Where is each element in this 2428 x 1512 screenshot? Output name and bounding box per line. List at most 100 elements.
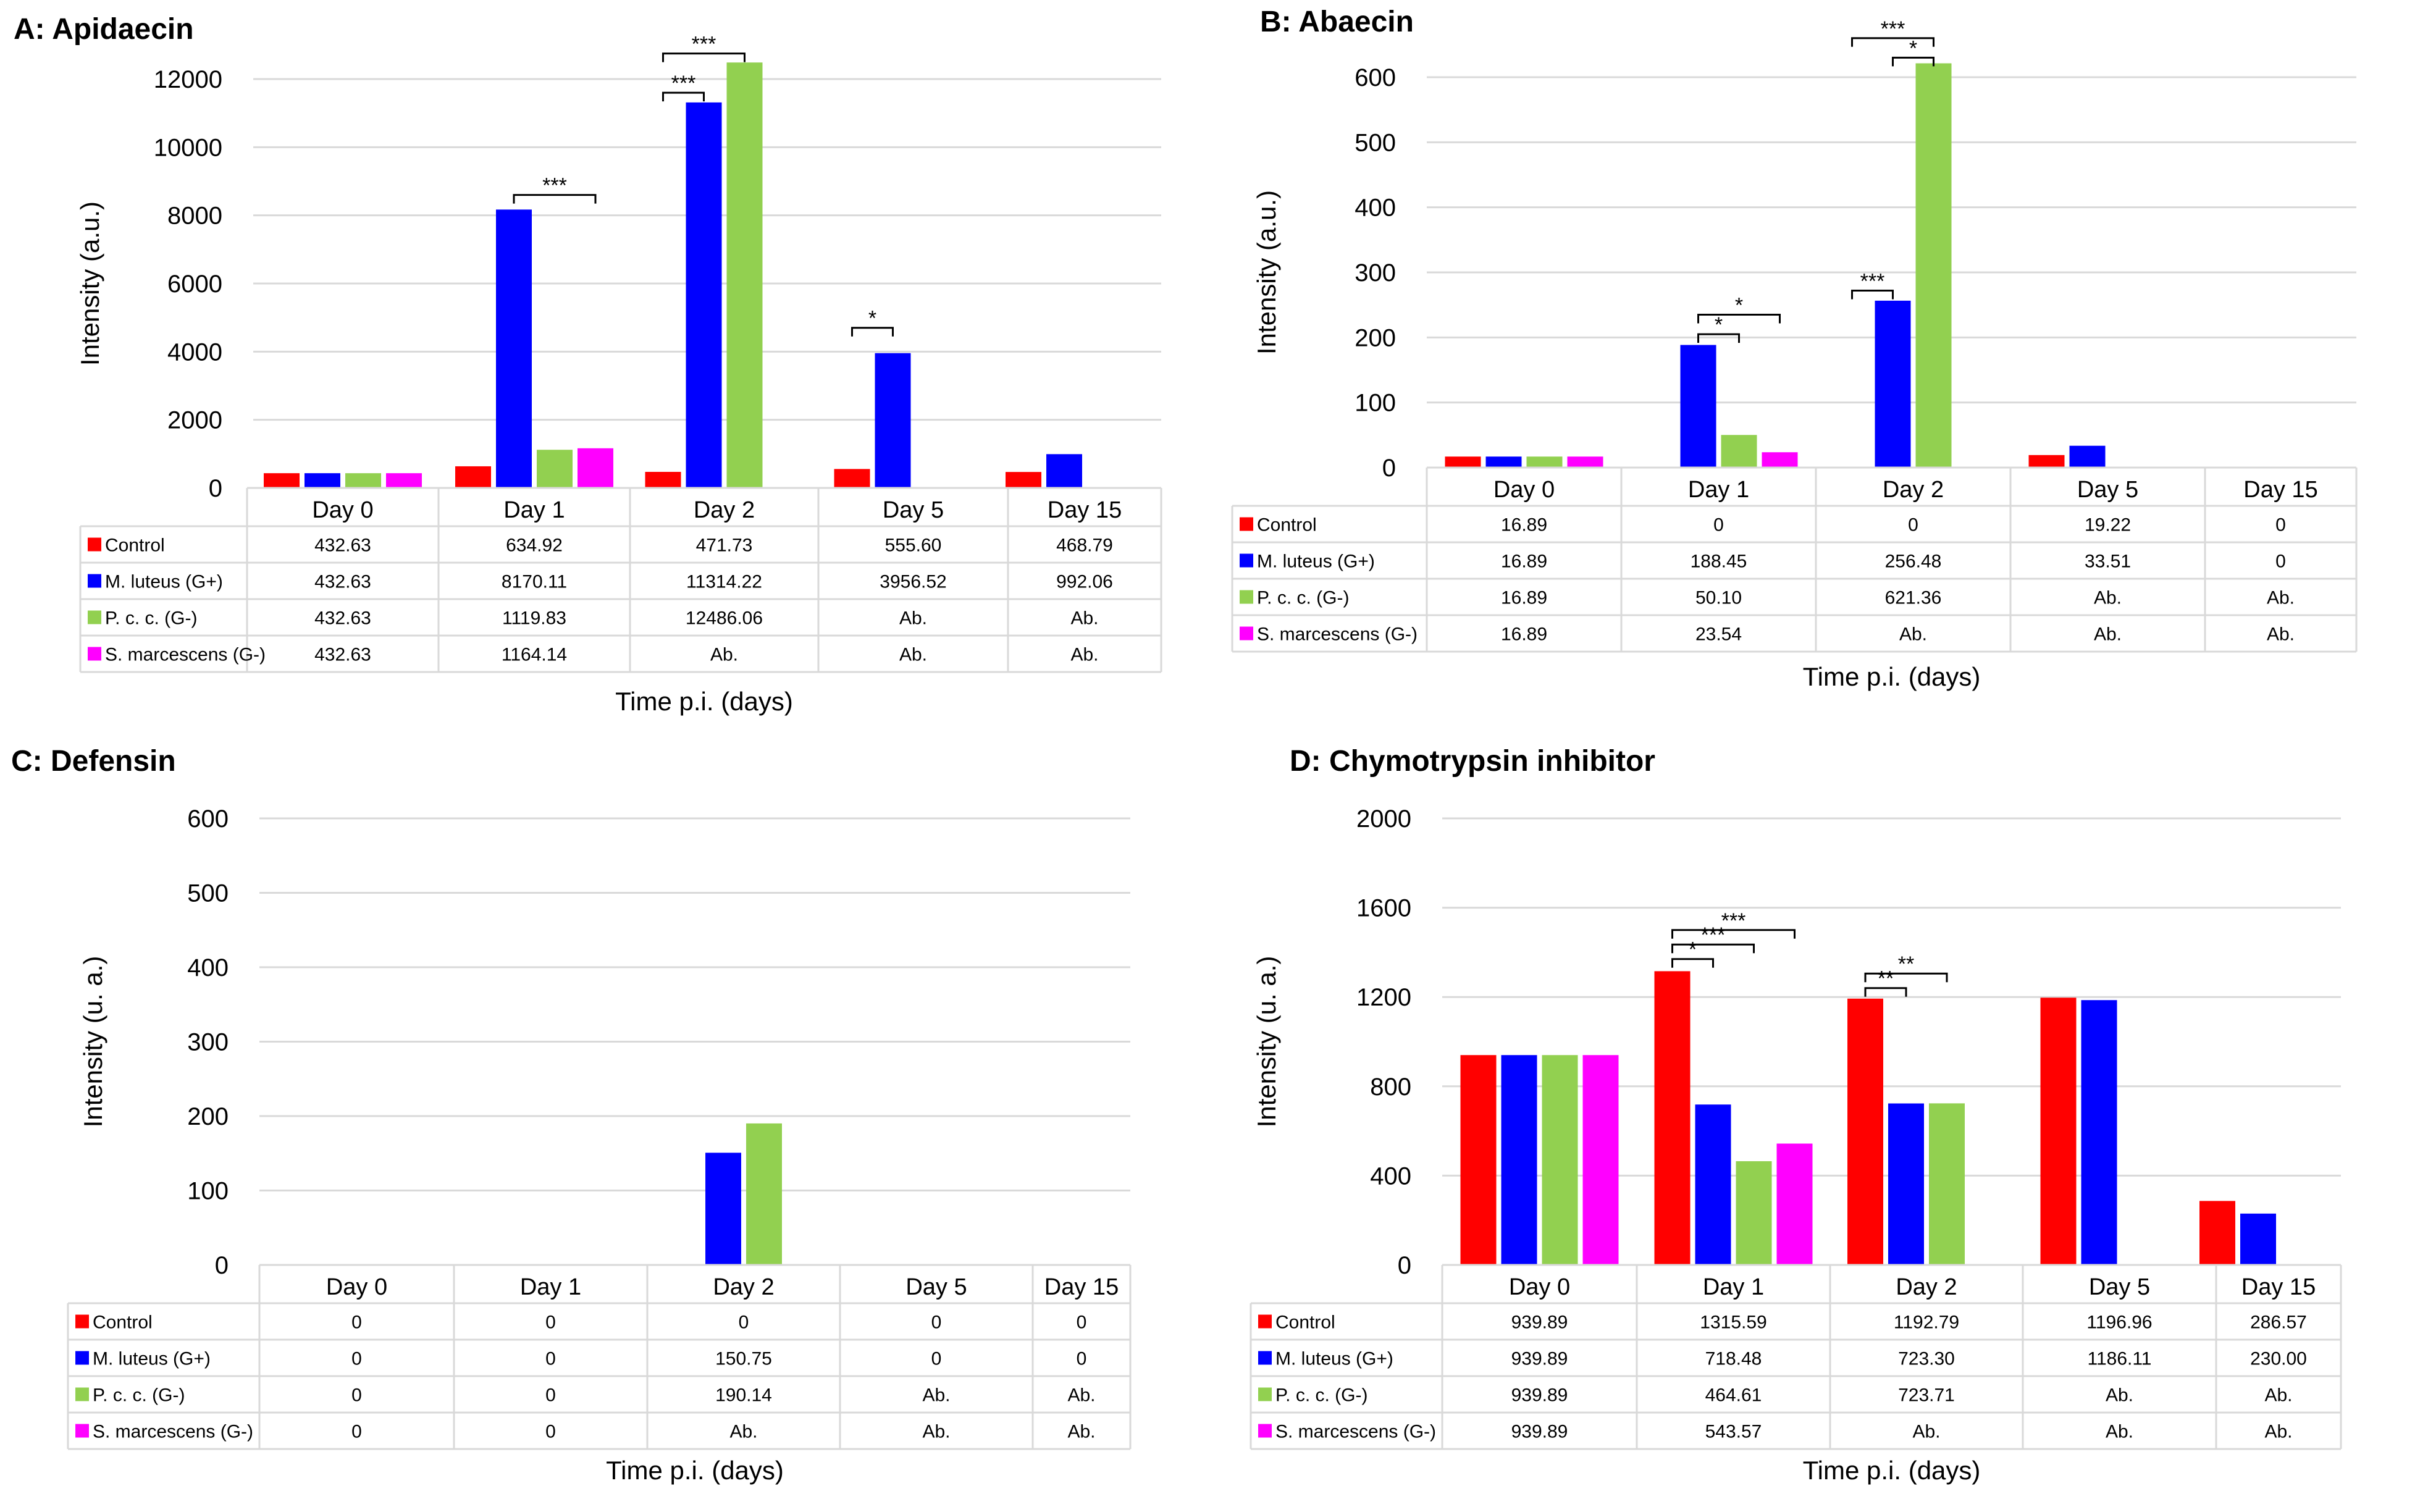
significance-label: *** [1721, 909, 1746, 933]
data-cell: 19.22 [2085, 515, 2131, 536]
y-tick-label: 6000 [167, 271, 222, 298]
bar-p-c-c-g-day-0 [345, 473, 381, 488]
data-cell: 723.30 [1898, 1349, 1955, 1369]
bar-s-marcescens-g-day-0 [386, 473, 422, 488]
legend-label-control: Control [1257, 515, 1317, 536]
data-cell: Ab. [2264, 1422, 2292, 1442]
bar-control-day-1 [455, 466, 491, 488]
legend-swatch-s-marcescens-g [75, 1424, 89, 1438]
data-cell: 543.57 [1705, 1422, 1762, 1442]
bar-s-marcescens-g-day-0 [1567, 456, 1603, 468]
bar-m-luteus-g-day-2 [686, 102, 722, 488]
data-cell: 1315.59 [1700, 1312, 1766, 1333]
legend-swatch-control [1258, 1314, 1272, 1329]
legend-swatch-p-c-c-g [1258, 1387, 1272, 1401]
bar-p-c-c-g-day-2 [746, 1123, 782, 1265]
data-cell: 432.63 [314, 608, 371, 629]
bar-control-day-2 [1847, 998, 1883, 1265]
panel-title: D: Chymotrypsin inhibitor [1290, 745, 1655, 778]
significance-bracket [851, 327, 894, 337]
data-cell: 188.45 [1691, 552, 1747, 572]
panel-title: A: Apidaecin [14, 13, 194, 46]
data-cell: Ab. [2094, 588, 2122, 608]
y-tick-label: 600 [1355, 64, 1396, 91]
legend-label-s-marcescens-g: S. marcescens (G-) [1257, 624, 1418, 645]
bar-m-luteus-g-day-5 [2069, 445, 2106, 468]
bar-m-luteus-g-day-1 [496, 209, 532, 488]
significance-label: * [1909, 36, 1917, 60]
y-tick-label: 100 [1355, 390, 1396, 417]
significance-label: * [1689, 938, 1697, 962]
bar-m-luteus-g-day-1 [1680, 345, 1716, 468]
data-cell: 432.63 [314, 536, 371, 556]
data-cell: Ab. [922, 1422, 950, 1442]
significance-bracket [513, 194, 597, 204]
data-cell: Ab. [899, 608, 927, 629]
bar-control-day-5 [2028, 455, 2065, 468]
legend-label-p-c-c-g: P. c. c. (G-) [1257, 588, 1349, 608]
y-axis-label: Intensity (a.u.) [75, 201, 104, 366]
data-cell: 939.89 [1511, 1385, 1568, 1406]
data-cell: 464.61 [1705, 1385, 1762, 1406]
category-label-day-0: Day 0 [326, 1274, 387, 1300]
x-axis-label: Time p.i. (days) [1803, 662, 1981, 691]
data-cell: 468.79 [1056, 536, 1113, 556]
significance-label: *** [671, 72, 696, 95]
data-cell: 939.89 [1511, 1422, 1568, 1442]
legend-label-s-marcescens-g: S. marcescens (G-) [93, 1422, 253, 1442]
data-cell: 1192.79 [1894, 1312, 1959, 1333]
bar-control-day-1 [1654, 971, 1691, 1265]
significance-label: * [1735, 293, 1743, 317]
data-cell: 718.48 [1705, 1349, 1762, 1369]
legend-swatch-control [75, 1314, 89, 1329]
bar-control-day-0 [264, 473, 300, 488]
y-tick-label: 400 [1370, 1162, 1411, 1190]
significance-label: * [868, 307, 876, 330]
data-cell: 621.36 [1885, 588, 1942, 608]
data-cell: 0 [931, 1312, 942, 1333]
defensin-chart: 0 100 200 300 400 500 600 Intensity (u. a.) Day … [67, 805, 1132, 1485]
y-tick-label: 500 [1355, 129, 1396, 156]
panel-abaecin: B: Abaecin 0 100 200 300 400 500 600 Intensity … [1214, 0, 2428, 741]
bar-m-luteus-g-day-15 [2240, 1213, 2276, 1265]
significance-bracket [662, 91, 705, 102]
data-cell: 0 [545, 1385, 556, 1406]
y-tick-label: 600 [187, 805, 229, 833]
data-cell: 190.14 [715, 1385, 772, 1406]
legend-label-s-marcescens-g: S. marcescens (G-) [1275, 1422, 1436, 1442]
data-cell: 0 [545, 1312, 556, 1333]
y-axis-label: Intensity (a.u.) [1252, 190, 1281, 355]
category-label-day-5: Day 5 [905, 1274, 967, 1300]
y-tick-label: 200 [187, 1103, 229, 1130]
data-cell: Ab. [899, 645, 927, 665]
significance-label: *** [542, 174, 567, 198]
category-label-day-15: Day 15 [1044, 1274, 1119, 1300]
data-cell: Ab. [1070, 645, 1098, 665]
legend-label-s-marcescens-g: S. marcescens (G-) [105, 645, 266, 665]
panel-title: B: Abaecin [1260, 6, 1414, 38]
legend-swatch-p-c-c-g [75, 1387, 89, 1401]
category-label-day-1: Day 1 [1703, 1274, 1764, 1300]
data-cell: Ab. [1067, 1385, 1095, 1406]
bar-control-day-15 [2199, 1201, 2235, 1265]
apidaecin-chart: 0 2000 4000 6000 8000 10000 12000 Intensity (a.… [75, 33, 1162, 716]
category-label-day-15: Day 15 [2241, 1274, 2316, 1300]
legend-swatch-p-c-c-g [88, 610, 101, 624]
data-cell: Ab. [1912, 1422, 1940, 1442]
significance-label: *** [1860, 269, 1885, 293]
data-cell: Ab. [2267, 624, 2295, 645]
bar-m-luteus-g-day-0 [305, 473, 340, 488]
significance-bracket [1697, 313, 1781, 324]
category-label-day-5: Day 5 [2077, 477, 2138, 503]
legend-swatch-m-luteus-g [1240, 553, 1253, 568]
data-cell: 256.48 [1885, 552, 1942, 572]
data-cell: 3956.52 [880, 572, 946, 592]
legend-swatch-control [1240, 517, 1253, 531]
panel-chymotrypsin-inhibitor: D: Chymotrypsin inhibitor 0 400 800 1200 160… [1214, 741, 2428, 1509]
bar-p-c-c-g-day-0 [1526, 456, 1563, 468]
data-cell: 16.89 [1501, 552, 1547, 572]
significance-bracket [1671, 943, 1755, 954]
legend-label-control: Control [1275, 1312, 1335, 1333]
y-tick-label: 300 [1355, 259, 1396, 287]
